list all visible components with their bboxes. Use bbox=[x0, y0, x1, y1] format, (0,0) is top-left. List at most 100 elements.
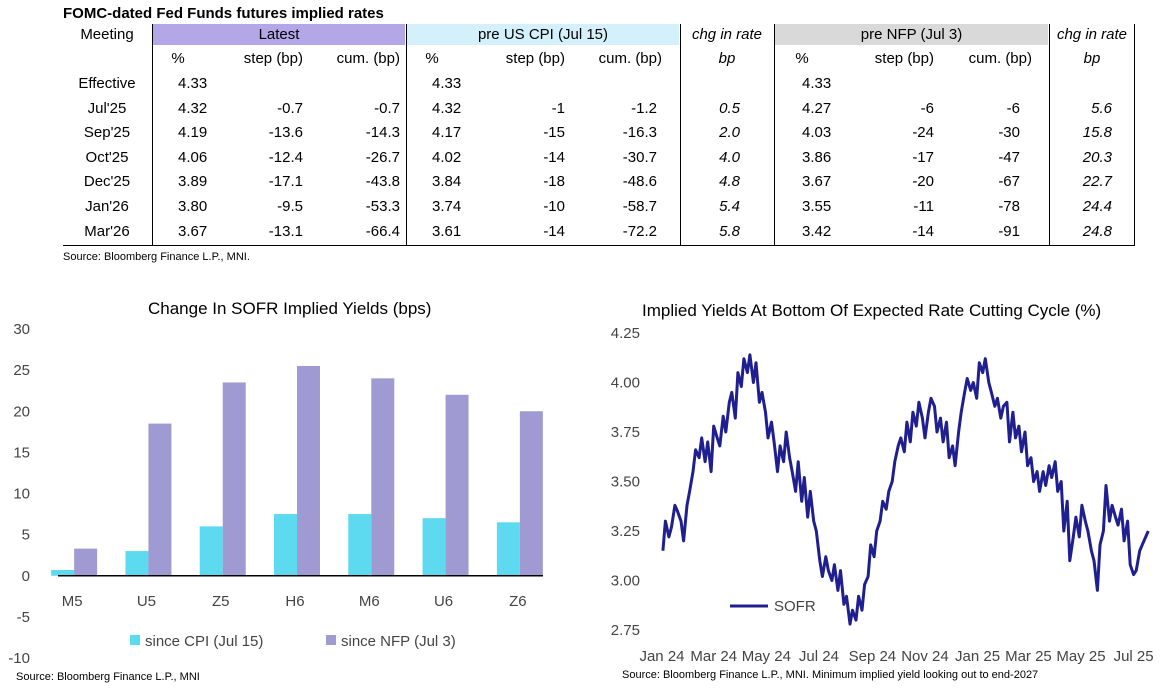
y-tick-label: 30 bbox=[13, 321, 30, 338]
series-line-sofr bbox=[661, 353, 1150, 626]
cell-chg1: 2.0 bbox=[719, 124, 740, 142]
bar-cpi bbox=[422, 518, 446, 576]
cell-chg2: 15.8 bbox=[1082, 124, 1112, 142]
bar-nfp bbox=[519, 411, 543, 576]
cell-chg1: 4.0 bbox=[719, 148, 740, 166]
legend-label-cpi: since CPI (Jul 15) bbox=[145, 633, 263, 650]
cell-cpi-pct: 3.74 bbox=[432, 198, 462, 215]
cell-latest-cum: -26.7 bbox=[365, 148, 400, 166]
y-tick-label: -5 bbox=[17, 609, 30, 626]
x-category-label: Z6 bbox=[509, 593, 527, 610]
line-chart: 2.75 3.00 3.25 3.50 3.75 4.00 4.25 Jan 24 Mar 24… bbox=[611, 325, 1154, 665]
row-meeting: Jan'26 bbox=[85, 198, 129, 215]
cell-cpi-cum: -16.3 bbox=[622, 124, 657, 142]
row-meeting: Dec'25 bbox=[83, 173, 131, 191]
bar-nfp bbox=[297, 366, 320, 576]
cell-cpi-cum: -1.2 bbox=[631, 99, 657, 117]
cpi-group-band bbox=[407, 24, 679, 45]
cell-nfp-step: -6 bbox=[920, 99, 934, 117]
table-divider bbox=[774, 24, 775, 245]
legend-swatch-cpi bbox=[130, 635, 140, 645]
cell-latest-pct: 3.89 bbox=[178, 173, 208, 191]
subheader-pct: % bbox=[425, 50, 439, 67]
legend-label-nfp: since NFP (Jul 3) bbox=[341, 633, 456, 650]
x-tick-label: Jan 25 bbox=[955, 648, 1000, 665]
subheader-step: step (bp) bbox=[505, 50, 565, 67]
bar-cpi bbox=[274, 514, 297, 576]
cell-nfp-pct: 4.33 bbox=[802, 75, 832, 92]
table-divider bbox=[1134, 24, 1135, 245]
cell-chg1: 4.8 bbox=[719, 173, 740, 191]
x-category-label: H6 bbox=[285, 593, 304, 610]
legend-swatch-nfp bbox=[326, 635, 336, 645]
line-chart-source: Source: Bloomberg Finance L.P., MNI. Min… bbox=[622, 669, 1039, 681]
table-divider bbox=[152, 24, 153, 245]
x-category-label: U5 bbox=[137, 593, 156, 610]
cell-cpi-step: -14 bbox=[543, 148, 565, 166]
cell-cpi-pct: 4.33 bbox=[432, 75, 462, 92]
x-tick-label: Sep 24 bbox=[849, 648, 897, 665]
cell-latest-step: -17.1 bbox=[268, 173, 303, 191]
row-meeting: Mar'26 bbox=[84, 222, 130, 240]
x-category-label: U6 bbox=[434, 593, 453, 610]
cell-chg2: 24.8 bbox=[1082, 222, 1112, 240]
subheader-step: step (bp) bbox=[874, 50, 934, 67]
x-tick-label: Jul 24 bbox=[799, 648, 839, 665]
cell-nfp-step: -11 bbox=[913, 198, 934, 215]
bar-nfp bbox=[74, 548, 98, 576]
subheader-cum: cum. (bp) bbox=[598, 50, 662, 67]
cell-latest-step: -0.7 bbox=[277, 99, 303, 117]
x-category-label: Z5 bbox=[212, 593, 230, 610]
nfp-group-band bbox=[775, 24, 1048, 45]
cell-cpi-pct: 4.17 bbox=[432, 124, 462, 142]
x-category-label: M6 bbox=[359, 593, 380, 610]
cell-nfp-step: -24 bbox=[912, 124, 934, 142]
table-title: FOMC-dated Fed Funds futures implied rat… bbox=[63, 5, 384, 22]
cell-chg1: 5.8 bbox=[719, 222, 740, 240]
y-tick-label: 5 bbox=[22, 527, 30, 544]
cell-latest-cum: -53.3 bbox=[365, 198, 400, 215]
bar-chart-title: Change In SOFR Implied Yields (bps) bbox=[148, 299, 432, 318]
cell-cpi-cum: -48.6 bbox=[622, 173, 657, 191]
cell-nfp-cum: -91 bbox=[998, 222, 1020, 240]
y-tick-label: 3.75 bbox=[611, 424, 640, 441]
cell-latest-pct: 3.67 bbox=[178, 222, 208, 240]
chg-header-2: chg in rate bbox=[1056, 26, 1128, 43]
y-tick-label: 10 bbox=[13, 486, 30, 503]
cell-nfp-pct: 4.03 bbox=[802, 124, 832, 142]
x-tick-label: Nov 24 bbox=[901, 648, 949, 665]
cell-nfp-pct: 3.67 bbox=[802, 173, 832, 191]
cell-nfp-cum: -67 bbox=[998, 173, 1020, 191]
nfp-group-header: pre NFP (Jul 3) bbox=[860, 26, 963, 43]
cell-latest-pct: 4.32 bbox=[178, 99, 208, 117]
table-source: Source: Bloomberg Finance L.P., MNI. bbox=[63, 251, 250, 263]
cell-cpi-pct: 4.02 bbox=[432, 148, 462, 166]
meeting-header: Meeting bbox=[80, 26, 134, 43]
row-meeting: Oct'25 bbox=[85, 148, 129, 166]
y-tick-label: 4.25 bbox=[611, 325, 640, 342]
table-divider bbox=[1049, 24, 1050, 245]
y-tick-label: 20 bbox=[13, 403, 30, 420]
y-tick-label: 4.00 bbox=[611, 375, 640, 392]
cell-nfp-pct: 3.42 bbox=[802, 222, 832, 240]
cell-cpi-pct: 3.61 bbox=[432, 222, 462, 240]
cell-latest-cum: -14.3 bbox=[365, 124, 400, 142]
cell-chg1: 5.4 bbox=[719, 198, 740, 215]
cell-nfp-step: -14 bbox=[912, 222, 934, 240]
bar-cpi bbox=[199, 526, 223, 576]
chg-header-1: chg in rate bbox=[691, 26, 763, 43]
line-chart-title: Implied Yields At Bottom Of Expected Rat… bbox=[642, 301, 1102, 320]
cell-cpi-step: -14 bbox=[543, 222, 565, 240]
cell-latest-pct: 4.06 bbox=[178, 148, 208, 166]
y-tick-label: 3.25 bbox=[611, 523, 640, 540]
bar-nfp bbox=[371, 378, 395, 576]
cell-latest-pct: 4.19 bbox=[178, 124, 208, 142]
cell-nfp-pct: 4.27 bbox=[802, 99, 832, 117]
cell-nfp-step: -17 bbox=[912, 148, 934, 166]
cell-cpi-pct: 3.84 bbox=[432, 173, 462, 191]
bar-cpi bbox=[348, 514, 372, 576]
subheader-step: step (bp) bbox=[243, 50, 303, 67]
cell-nfp-cum: -30 bbox=[998, 124, 1020, 142]
bar-cpi bbox=[496, 522, 520, 576]
cell-nfp-cum: -47 bbox=[998, 148, 1020, 166]
